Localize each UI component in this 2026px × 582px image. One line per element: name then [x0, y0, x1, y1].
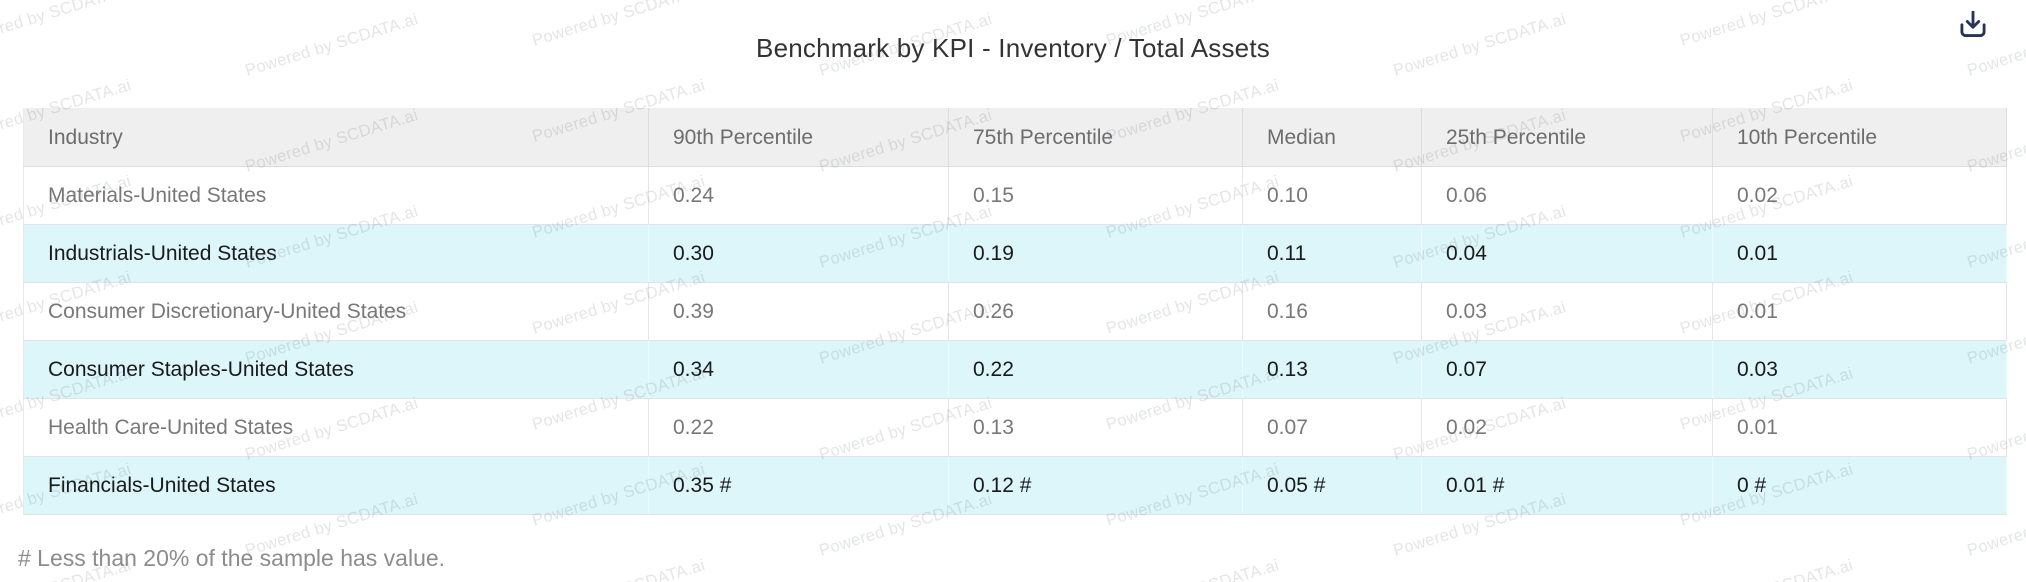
table-body: Materials-United States 0.24 0.15 0.10 0.06 0… — [23, 166, 2007, 515]
value-cell: 0.12 # — [948, 456, 1243, 515]
value-cell: 0.01 — [1712, 398, 2007, 457]
value-cell: 0.06 — [1421, 166, 1713, 225]
value-cell: 0.19 — [948, 224, 1243, 283]
value-cell: 0.05 # — [1242, 456, 1422, 515]
value-cell: 0.07 — [1242, 398, 1422, 457]
value-cell: 0.02 — [1712, 166, 2007, 225]
table-row[interactable]: Industrials-United States 0.30 0.19 0.11 0.0… — [23, 224, 2007, 283]
table-header: Industry 90th Percentile 75th Percentile… — [23, 108, 2007, 167]
value-cell: 0.07 — [1421, 340, 1713, 399]
table-row[interactable]: Financials-United States 0.35 #0.12 #0.05… — [23, 456, 2007, 515]
value-cell: 0.30 — [648, 224, 949, 283]
value-cell: 0.26 — [948, 282, 1243, 341]
industry-cell: Health Care-United States — [23, 398, 649, 457]
value-cell: 0.22 — [948, 340, 1243, 399]
footnote: # Less than 20% of the sample has value. — [18, 545, 446, 571]
column-header-75th-percentile: 75th Percentile — [948, 108, 1243, 167]
value-cell: 0.03 — [1712, 340, 2007, 399]
benchmark-table: Industry 90th Percentile 75th Percentile… — [23, 108, 2007, 515]
table-row[interactable]: Consumer Staples-United States 0.34 0.22 0.… — [23, 340, 2007, 399]
table-row[interactable]: Health Care-United States 0.22 0.13 0.07 0.0… — [23, 398, 2007, 457]
table-row[interactable]: Materials-United States 0.24 0.15 0.10 0.06 0… — [23, 166, 2007, 225]
value-cell: 0.01 — [1712, 224, 2007, 283]
value-cell: 0.02 — [1421, 398, 1713, 457]
value-cell: 0.35 # — [648, 456, 949, 515]
column-header-90th-percentile: 90th Percentile — [648, 108, 949, 167]
column-header-25th-percentile: 25th Percentile — [1421, 108, 1713, 167]
value-cell: 0.13 — [948, 398, 1243, 457]
value-cell: 0.11 — [1242, 224, 1422, 283]
value-cell: 0.04 — [1421, 224, 1713, 283]
value-cell: 0.13 — [1242, 340, 1422, 399]
industry-cell: Consumer Discretionary-United States — [23, 282, 649, 341]
value-cell: 0.22 — [648, 398, 949, 457]
value-cell: 0.24 — [648, 166, 949, 225]
value-cell: 0.34 — [648, 340, 949, 399]
column-header-10th-percentile: 10th Percentile — [1712, 108, 2007, 167]
value-cell: 0.15 — [948, 166, 1243, 225]
chart-title: Benchmark by KPI - Inventory / Total Ass… — [756, 33, 1270, 63]
value-cell: 0.03 — [1421, 282, 1713, 341]
industry-cell: Materials-United States — [23, 166, 649, 225]
value-cell: 0.01 # — [1421, 456, 1713, 515]
value-cell: 0.10 — [1242, 166, 1422, 225]
download-icon — [1954, 8, 1992, 44]
industry-cell: Financials-United States — [23, 456, 649, 515]
value-cell: 0 # — [1712, 456, 2007, 515]
column-header-industry: Industry — [23, 108, 649, 167]
value-cell: 0.39 — [648, 282, 949, 341]
industry-cell: Industrials-United States — [23, 224, 649, 283]
value-cell: 0.01 — [1712, 282, 2007, 341]
table-row[interactable]: Consumer Discretionary-United States 0.39… — [23, 282, 2007, 341]
download-button[interactable] — [1950, 4, 1996, 48]
value-cell: 0.16 — [1242, 282, 1422, 341]
column-header-median: Median — [1242, 108, 1422, 167]
industry-cell: Consumer Staples-United States — [23, 340, 649, 399]
